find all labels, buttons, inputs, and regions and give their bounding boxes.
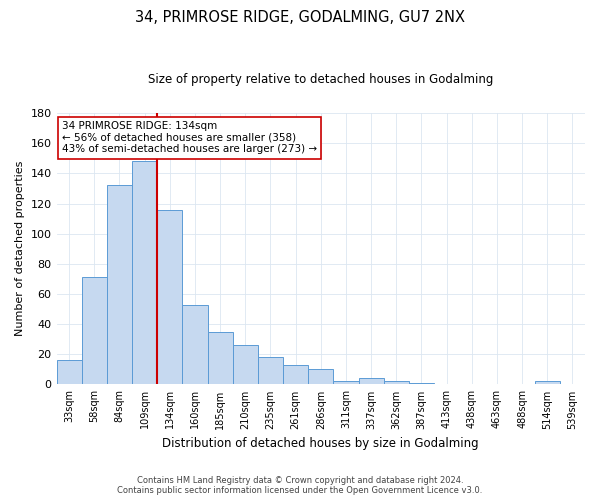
Bar [535, 382, 560, 384]
Bar [157, 210, 182, 384]
Bar [233, 345, 258, 385]
Text: 34 PRIMROSE RIDGE: 134sqm
← 56% of detached houses are smaller (358)
43% of semi: 34 PRIMROSE RIDGE: 134sqm ← 56% of detac… [62, 121, 317, 154]
Bar [383, 382, 409, 384]
Bar [82, 278, 107, 384]
Bar [56, 360, 82, 384]
Title: Size of property relative to detached houses in Godalming: Size of property relative to detached ho… [148, 72, 493, 86]
Bar [409, 383, 434, 384]
Bar [258, 358, 283, 384]
Bar [359, 378, 383, 384]
Bar [308, 370, 334, 384]
Y-axis label: Number of detached properties: Number of detached properties [15, 161, 25, 336]
Text: 34, PRIMROSE RIDGE, GODALMING, GU7 2NX: 34, PRIMROSE RIDGE, GODALMING, GU7 2NX [135, 10, 465, 25]
Bar [208, 332, 233, 384]
Bar [283, 365, 308, 384]
Bar [107, 186, 132, 384]
X-axis label: Distribution of detached houses by size in Godalming: Distribution of detached houses by size … [163, 437, 479, 450]
Text: Contains HM Land Registry data © Crown copyright and database right 2024.
Contai: Contains HM Land Registry data © Crown c… [118, 476, 482, 495]
Bar [334, 382, 359, 384]
Bar [132, 162, 157, 384]
Bar [182, 304, 208, 384]
